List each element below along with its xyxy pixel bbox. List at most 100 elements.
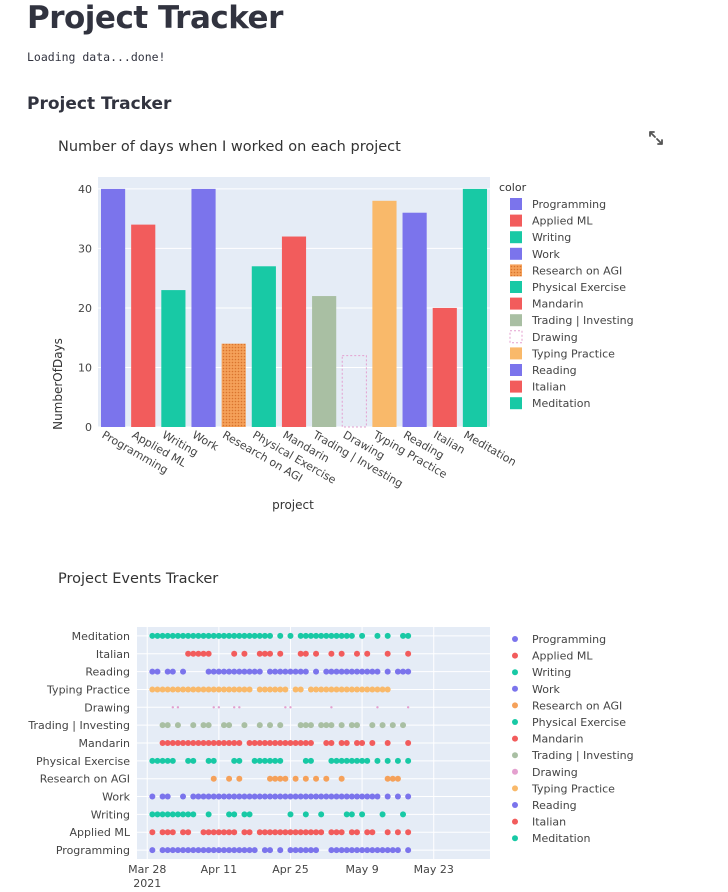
- event-point-work: [323, 793, 330, 800]
- x-tick-label: Mar 28: [128, 863, 166, 876]
- x-tick-label: May 23: [414, 863, 454, 876]
- bar-mandarin: [281, 236, 307, 427]
- event-point-programming: [389, 847, 396, 854]
- legend-label-meditation: Meditation: [532, 832, 590, 845]
- event-point-applied-ml: [369, 829, 376, 836]
- event-point-typing-practice: [323, 686, 330, 693]
- event-point-applied-ml: [384, 829, 391, 836]
- event-point-italian: [384, 650, 391, 657]
- event-point-reading: [405, 668, 412, 675]
- event-point-programming: [313, 847, 320, 854]
- event-point-programming: [246, 847, 253, 854]
- event-point-reading: [292, 668, 299, 675]
- event-point-typing-practice: [220, 686, 227, 693]
- event-point-mandarin: [292, 740, 299, 746]
- event-point-applied-ml: [353, 829, 360, 836]
- event-point-typing-practice: [205, 686, 212, 693]
- event-point-physical-exercise: [185, 757, 192, 764]
- event-point-physical-exercise: [405, 757, 412, 764]
- event-point-work: [226, 793, 233, 800]
- event-point-physical-exercise: [205, 757, 212, 764]
- event-point-mandarin: [220, 740, 227, 746]
- y-tick-label: Research on AGI: [40, 773, 130, 786]
- event-point-drawing: [233, 706, 236, 709]
- event-point-physical-exercise: [353, 757, 360, 764]
- event-point-programming: [287, 847, 294, 854]
- event-point-mandarin: [246, 740, 253, 746]
- event-point-meditation: [277, 632, 284, 639]
- y-tick-label: 10: [78, 361, 92, 374]
- event-point-applied-ml: [267, 829, 274, 836]
- event-point-programming: [190, 847, 197, 854]
- event-point-physical-exercise: [364, 757, 371, 764]
- event-point-meditation: [384, 632, 391, 639]
- event-point-physical-exercise: [159, 757, 166, 764]
- event-point-reading: [297, 668, 304, 675]
- legend-marker-mandarin: [512, 735, 518, 742]
- event-point-programming: [379, 847, 386, 854]
- event-point-applied-ml: [246, 829, 253, 836]
- event-point-applied-ml: [231, 829, 238, 836]
- event-point-mandarin: [200, 740, 207, 746]
- event-point-programming: [292, 847, 299, 854]
- event-point-typing-practice: [282, 686, 289, 693]
- event-point-typing-practice: [272, 686, 279, 693]
- event-point-work: [159, 793, 166, 800]
- legend-swatch-italian: [510, 380, 522, 393]
- event-point-applied-ml: [338, 829, 345, 836]
- event-point-typing-practice: [384, 686, 391, 693]
- event-point-mandarin: [174, 740, 181, 746]
- event-point-research-on-agi: [277, 775, 284, 782]
- event-point-work: [261, 793, 268, 800]
- event-point-reading: [236, 668, 243, 675]
- event-point-work: [302, 793, 309, 800]
- event-point-reading: [384, 668, 391, 675]
- event-point-trading-investing: [338, 722, 345, 729]
- event-point-reading: [220, 668, 227, 675]
- event-point-meditation: [154, 632, 161, 639]
- legend-swatch-writing: [510, 231, 522, 244]
- event-point-writing: [180, 811, 187, 818]
- event-point-applied-ml: [169, 829, 176, 836]
- event-point-programming: [236, 847, 243, 854]
- event-point-programming: [149, 847, 156, 854]
- event-point-typing-practice: [241, 686, 248, 693]
- event-point-reading: [180, 668, 187, 675]
- event-point-applied-ml: [164, 829, 171, 836]
- event-point-meditation: [261, 632, 268, 639]
- event-point-programming: [343, 847, 350, 854]
- event-point-typing-practice: [154, 686, 161, 693]
- event-point-reading: [394, 668, 401, 675]
- event-point-writing: [379, 811, 386, 818]
- event-point-work: [405, 793, 412, 800]
- event-point-research-on-agi: [313, 775, 320, 782]
- fullscreen-button[interactable]: [646, 128, 666, 148]
- event-point-applied-ml: [318, 829, 325, 836]
- event-point-research-on-agi: [338, 775, 345, 782]
- event-point-trading-investing: [159, 722, 166, 729]
- event-point-work: [241, 793, 248, 800]
- event-point-typing-practice: [180, 686, 187, 693]
- legend-swatch-typing-practice: [510, 347, 522, 360]
- event-point-meditation: [287, 632, 294, 639]
- event-point-meditation: [333, 632, 340, 639]
- event-point-work: [328, 793, 335, 800]
- event-point-italian: [241, 650, 248, 657]
- event-point-italian: [328, 650, 335, 657]
- event-point-mandarin: [343, 740, 350, 746]
- event-point-programming: [159, 847, 166, 854]
- event-point-mandarin: [267, 740, 274, 746]
- event-point-reading: [333, 668, 340, 675]
- event-point-reading: [215, 668, 222, 675]
- event-point-trading-investing: [241, 722, 248, 729]
- event-point-typing-practice: [292, 686, 299, 693]
- event-point-work: [195, 793, 202, 800]
- event-point-mandarin: [180, 740, 187, 746]
- event-point-physical-exercise: [261, 757, 268, 764]
- legend-label-writing: Writing: [532, 666, 571, 679]
- event-point-physical-exercise: [328, 757, 335, 764]
- event-point-meditation: [302, 632, 309, 639]
- event-point-mandarin: [353, 740, 360, 746]
- legend-swatch-meditation: [510, 397, 522, 410]
- event-point-work: [384, 793, 391, 800]
